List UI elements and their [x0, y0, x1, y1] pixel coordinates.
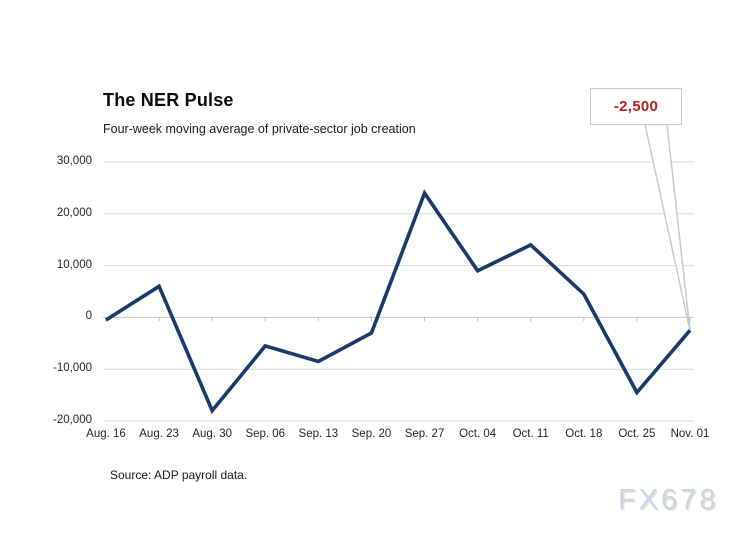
data-series-line [105, 189, 692, 415]
annotation-callout: -2,500 [590, 88, 682, 125]
y-tick-label: -10,000 [52, 362, 92, 375]
x-tick-label: Oct. 04 [459, 428, 497, 440]
x-tick-label: Aug. 23 [139, 428, 179, 440]
y-tick-label: 20,000 [56, 206, 92, 219]
y-tick-label: -20,000 [52, 414, 92, 426]
x-tick-label: Sep. 20 [351, 428, 392, 440]
y-tick-label: 30,000 [56, 155, 92, 167]
x-tick-label: Sep. 13 [298, 428, 339, 440]
y-tick-label: 0 [85, 310, 92, 323]
x-tick-label: Oct. 18 [565, 428, 603, 440]
x-tick-label: Nov. 01 [670, 428, 710, 440]
x-tick-label: Oct. 25 [618, 428, 656, 440]
x-tick-label: Aug. 30 [192, 428, 232, 440]
x-tick-label: Sep. 06 [245, 428, 286, 440]
x-tick-label: Sep. 27 [404, 428, 445, 440]
annotation-callout-tail [644, 123, 691, 331]
watermark-fx678: FX678 [618, 484, 719, 516]
source-note: Source: ADP payroll data. [110, 468, 248, 482]
x-tick-label: Oct. 11 [512, 428, 549, 440]
annotation-value: -2,500 [613, 98, 659, 115]
chart-title: The NER Pulse [103, 90, 234, 110]
y-tick-label: 10,000 [56, 258, 92, 271]
x-tick-label: Aug. 16 [86, 428, 126, 440]
chart-subtitle: Four-week moving average of private-sect… [103, 122, 416, 136]
